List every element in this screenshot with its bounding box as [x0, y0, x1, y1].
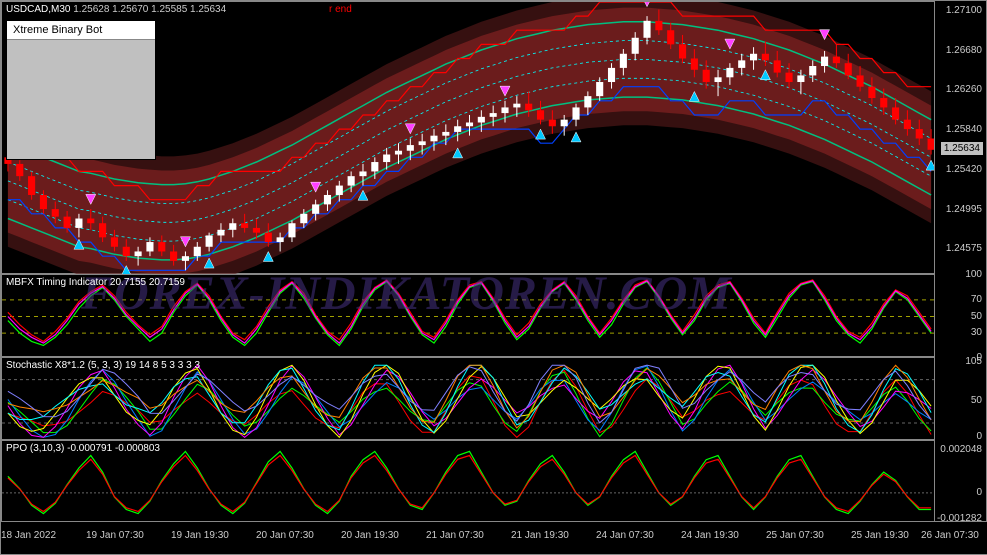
indicator-overlay-box[interactable]: Xtreme Binary Bot	[6, 20, 156, 160]
stochastic-panel[interactable]: Stochastic X8*1.2 (5, 3, 3) 19 14 8 5 3 …	[1, 357, 936, 440]
symbol-title: USDCAD,M30 1.25628 1.25670 1.25585 1.256…	[6, 4, 352, 15]
ppo-title: PPO (3,10,3) -0.000791 -0.000803	[6, 443, 160, 454]
mbfx-title: MBFX Timing Indicator 20.7155 20.7159	[6, 277, 185, 288]
stochastic-title: Stochastic X8*1.2 (5, 3, 3) 19 14 8 5 3 …	[6, 360, 200, 371]
x-axis: 18 Jan 202219 Jan 07:3019 Jan 19:3020 Ja…	[1, 521, 987, 554]
price-chart-panel[interactable]: USDCAD,M30 1.25628 1.25670 1.25585 1.256…	[1, 1, 936, 274]
mbfx-panel[interactable]: MBFX Timing Indicator 20.7155 20.7159	[1, 274, 936, 357]
overlay-title: Xtreme Binary Bot	[7, 21, 155, 40]
y-axis: 1.245751.249951.254201.258401.262601.266…	[934, 1, 986, 523]
ppo-panel[interactable]: PPO (3,10,3) -0.000791 -0.000803	[1, 440, 936, 523]
chart-container: FOREX-INDIKATOREN.COM USDCAD,M30 1.25628…	[0, 0, 987, 555]
